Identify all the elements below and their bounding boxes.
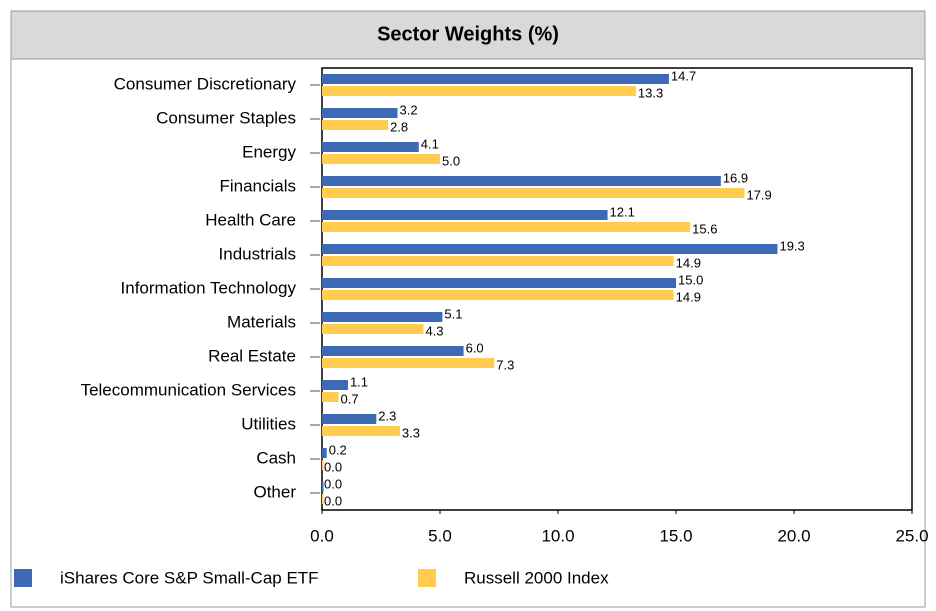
x-tick-label: 0.0: [310, 526, 334, 545]
y-tick-label: Other: [253, 482, 296, 501]
x-tick-label: 20.0: [777, 526, 810, 545]
data-label: 14.9: [676, 289, 701, 304]
bar: [322, 74, 669, 84]
x-tick-label: 15.0: [659, 526, 692, 545]
data-label: 0.0: [324, 493, 342, 508]
data-label: 14.9: [676, 255, 701, 270]
bar: [322, 380, 348, 390]
data-label: 0.2: [329, 442, 347, 457]
y-tick-label: Energy: [242, 142, 296, 161]
data-label: 0.0: [324, 459, 342, 474]
x-tick-label: 5.0: [428, 526, 452, 545]
bar: [322, 414, 377, 424]
bar: [322, 358, 495, 368]
data-label: 13.3: [638, 85, 663, 100]
bar: [322, 142, 419, 152]
data-label: 12.1: [610, 204, 635, 219]
x-tick-label: 10.0: [541, 526, 574, 545]
data-label: 14.7: [671, 68, 696, 83]
data-label: 2.8: [390, 119, 408, 134]
bar: [322, 154, 440, 164]
data-label: 5.1: [444, 306, 462, 321]
x-tick-label: 25.0: [895, 526, 928, 545]
bar: [322, 256, 674, 266]
legend-label: Russell 2000 Index: [464, 568, 609, 587]
header: [10, 10, 926, 60]
y-tick-label: Industrials: [219, 244, 296, 263]
y-tick-label: Utilities: [241, 414, 296, 433]
data-label: 4.1: [421, 136, 439, 151]
bar: [322, 290, 674, 300]
bar: [322, 244, 778, 254]
bar: [322, 324, 424, 334]
bar: [322, 392, 339, 402]
bar: [322, 188, 745, 198]
y-tick-label: Information Technology: [121, 278, 297, 297]
data-label: 4.3: [425, 323, 443, 338]
y-tick-label: Real Estate: [208, 346, 296, 365]
bar: [322, 346, 464, 356]
bar: [322, 494, 324, 504]
bar: [322, 176, 721, 186]
data-label: 3.2: [400, 102, 418, 117]
bar: [322, 222, 691, 232]
y-tick-label: Health Care: [205, 210, 296, 229]
y-tick-label: Cash: [256, 448, 296, 467]
y-tick-label: Financials: [219, 176, 296, 195]
frame: [10, 10, 926, 608]
data-label: 3.3: [402, 425, 420, 440]
data-label: 0.0: [324, 476, 342, 491]
legend-swatch: [14, 569, 32, 587]
y-tick-label: Consumer Discretionary: [114, 74, 297, 93]
legend-swatch: [418, 569, 436, 587]
data-label: 7.3: [496, 357, 514, 372]
bar: [322, 460, 324, 470]
bar: [322, 482, 324, 492]
bar: [322, 108, 398, 118]
data-label: 17.9: [746, 187, 771, 202]
bar: [322, 210, 608, 220]
bar: [322, 86, 636, 96]
data-label: 15.6: [692, 221, 717, 236]
legend-label: iShares Core S&P Small-Cap ETF: [60, 568, 319, 587]
data-label: 5.0: [442, 153, 460, 168]
data-label: 0.7: [341, 391, 359, 406]
data-label: 19.3: [779, 238, 804, 253]
data-label: 2.3: [378, 408, 396, 423]
y-tick-label: Telecommunication Services: [81, 380, 296, 399]
data-label: 1.1: [350, 374, 368, 389]
y-tick-label: Materials: [227, 312, 296, 331]
bar: [322, 312, 443, 322]
data-label: 15.0: [678, 272, 703, 287]
bar: [322, 120, 389, 130]
chart-title: Sector Weights (%): [377, 23, 559, 45]
data-label: 6.0: [466, 340, 484, 355]
bar: [322, 448, 327, 458]
data-label: 16.9: [723, 170, 748, 185]
bar: [322, 278, 676, 288]
bar: [322, 426, 400, 436]
y-tick-label: Consumer Staples: [156, 108, 296, 127]
plot-area: [321, 67, 913, 511]
